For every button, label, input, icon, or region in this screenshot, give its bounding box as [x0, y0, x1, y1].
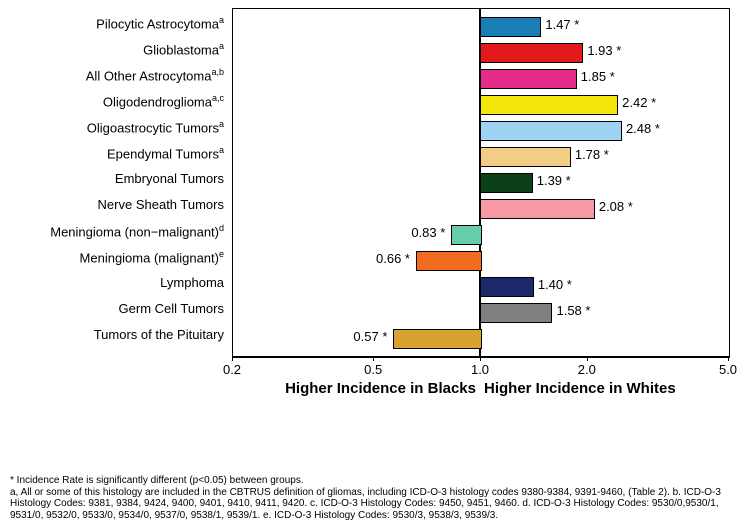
value-label: 1.58 * — [556, 303, 590, 318]
category-label: Germ Cell Tumors — [4, 301, 224, 316]
tick-label: 1.0 — [471, 362, 489, 377]
bar — [480, 95, 618, 115]
tick-mark — [587, 356, 588, 361]
bar — [480, 69, 577, 89]
value-label: 1.78 * — [575, 147, 609, 162]
bar-row: Tumors of the Pituitary 0.57 * — [0, 325, 750, 351]
category-label: Tumors of the Pituitary — [4, 327, 224, 342]
category-label: Nerve Sheath Tumors — [4, 197, 224, 212]
tick-mark — [728, 356, 729, 361]
category-label: Meningioma (non−malignant)d — [4, 223, 224, 239]
bar-row: Oligoastrocytic Tumorsa 2.48 * — [0, 117, 750, 143]
category-label: Oligodendrogliomaa,c — [4, 93, 224, 109]
value-label: 0.83 * — [411, 225, 445, 240]
figure-root: Pilocytic Astrocytomaa 1.47 * Glioblastoma… — [0, 0, 750, 527]
tick-label: 0.5 — [364, 362, 382, 377]
value-label: 2.42 * — [622, 95, 656, 110]
tick-mark — [480, 356, 481, 361]
chart-area: Pilocytic Astrocytomaa 1.47 * Glioblastoma… — [0, 8, 750, 410]
x-axis-ticks: 0.2 0.5 1.0 2.0 5.0 — [0, 356, 750, 382]
bar — [451, 225, 482, 245]
category-label: Oligoastrocytic Tumorsa — [4, 119, 224, 135]
value-label: 1.47 * — [545, 17, 579, 32]
bar-row: Nerve Sheath Tumors 2.08 * — [0, 195, 750, 221]
axis-title-left: Higher Incidence in Blacks — [285, 380, 476, 397]
footnotes: * Incidence Rate is significantly differ… — [10, 475, 740, 521]
category-label: All Other Astrocytomaa,b — [4, 67, 224, 83]
value-label: 2.08 * — [599, 199, 633, 214]
bar-row: Meningioma (non−malignant)d 0.83 * — [0, 221, 750, 247]
bar — [480, 173, 533, 193]
bar-row: Oligodendrogliomaa,c 2.42 * — [0, 91, 750, 117]
bar — [480, 147, 571, 167]
bar-row: Pilocytic Astrocytomaa 1.47 * — [0, 13, 750, 39]
value-label: 1.85 * — [581, 69, 615, 84]
tick-mark — [232, 356, 233, 361]
tick-label: 0.2 — [223, 362, 241, 377]
bar-row: Germ Cell Tumors 1.58 * — [0, 299, 750, 325]
value-label: 1.93 * — [587, 43, 621, 58]
bar — [393, 329, 482, 349]
value-label: 1.39 * — [537, 173, 571, 188]
bar — [480, 17, 541, 37]
bar-row: Meningioma (malignant)e 0.66 * — [0, 247, 750, 273]
value-label: 0.57 * — [353, 329, 387, 344]
bar-row: Ependymal Tumorsa 1.78 * — [0, 143, 750, 169]
category-label: Embryonal Tumors — [4, 171, 224, 186]
category-label: Pilocytic Astrocytomaa — [4, 15, 224, 31]
category-label: Ependymal Tumorsa — [4, 145, 224, 161]
bar — [480, 199, 595, 219]
bar — [416, 251, 482, 271]
tick-mark — [373, 356, 374, 361]
bar-row: Glioblastomaa 1.93 * — [0, 39, 750, 65]
x-axis-titles: Higher Incidence in Blacks Higher Incide… — [0, 380, 750, 402]
bar-row: All Other Astrocytomaa,b 1.85 * — [0, 65, 750, 91]
bar — [480, 121, 622, 141]
category-label: Meningioma (malignant)e — [4, 249, 224, 265]
value-label: 1.40 * — [538, 277, 572, 292]
value-label: 0.66 * — [376, 251, 410, 266]
bar-row: Lymphoma 1.40 * — [0, 273, 750, 299]
category-label: Glioblastomaa — [4, 41, 224, 57]
bar — [480, 43, 583, 63]
bar — [480, 303, 552, 323]
value-label: 2.48 * — [626, 121, 660, 136]
tick-label: 2.0 — [578, 362, 596, 377]
tick-label: 5.0 — [719, 362, 737, 377]
axis-title-right: Higher Incidence in Whites — [484, 380, 676, 397]
bar — [480, 277, 534, 297]
bar-row: Embryonal Tumors 1.39 * — [0, 169, 750, 195]
category-label: Lymphoma — [4, 275, 224, 290]
